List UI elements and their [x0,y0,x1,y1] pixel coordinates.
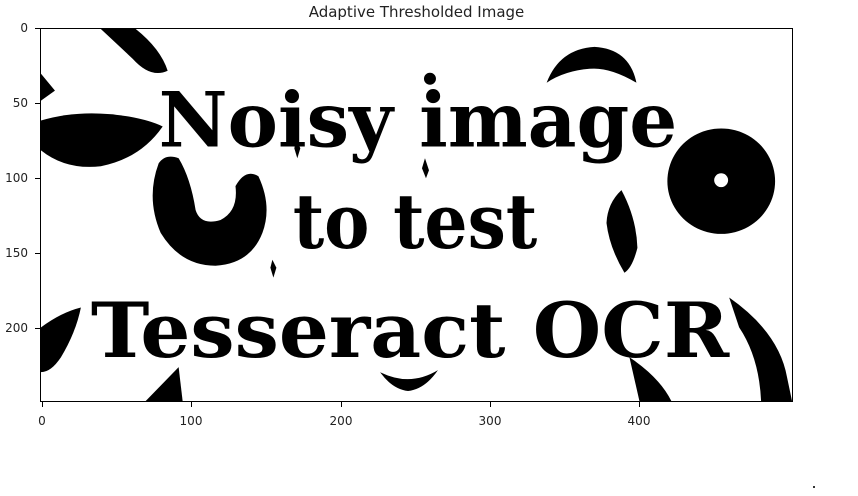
y-tick-label: 150 [5,246,28,260]
thresholded-image: Noisy image to test Tesseract OCR [41,29,792,401]
x-tick-label: 100 [179,414,203,428]
x-tickmark-300 [490,402,491,407]
y-tickmark-100 [35,178,40,179]
plot-title: Adaptive Thresholded Image [308,3,525,21]
image-axes: Noisy image to test Tesseract OCR [40,28,793,402]
y-tick-label: 100 [5,171,28,185]
y-tick-label: 50 [12,96,28,110]
noise-blob [667,128,776,234]
noise-blob [100,29,168,74]
x-tick-label: 200 [329,414,353,428]
noise-blob [421,158,429,179]
noise-blob [41,73,55,101]
x-tickmark-0 [42,402,43,407]
image-text-line-3: Tesseract OCR [91,286,730,375]
noise-blob [294,138,301,159]
noise-blob [729,297,792,401]
noise-blob [270,259,277,278]
y-tick-label: 200 [5,321,28,335]
noise-blob [145,367,183,401]
x-tick-label: 400 [627,414,651,428]
corner-mark [813,486,815,488]
noise-blob [41,113,163,167]
image-text-line-2: to test [293,177,537,266]
noise-blob [546,46,637,83]
x-tickmark-100 [191,402,192,407]
y-tickmark-50 [35,103,40,104]
x-tickmark-200 [341,402,342,407]
noise-blob [606,190,638,273]
image-text-line-1: Noisy image [159,75,678,164]
noise-blob [423,72,436,85]
y-tickmark-150 [35,253,40,254]
y-tickmark-200 [35,328,40,329]
x-tick-label: 0 [38,414,46,428]
x-tickmark-400 [639,402,640,407]
noise-blob [380,370,438,392]
y-tickmark-0 [35,28,40,29]
x-tick-label: 300 [478,414,502,428]
noise-blob [41,307,81,373]
noise-blob [152,156,267,266]
noise-blob [629,357,672,401]
y-tick-label: 0 [20,21,28,35]
